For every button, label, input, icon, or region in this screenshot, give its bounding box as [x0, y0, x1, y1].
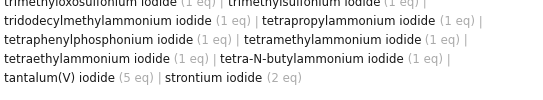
Text: tetra-N-butylammonium iodide: tetra-N-butylammonium iodide — [220, 53, 404, 66]
Text: |: | — [209, 53, 220, 66]
Text: |: | — [419, 0, 431, 9]
Text: trimethyloxosulfonium iodide: trimethyloxosulfonium iodide — [4, 0, 177, 9]
Text: |: | — [216, 0, 228, 9]
Text: (1 eq): (1 eq) — [380, 0, 419, 9]
Text: |: | — [232, 34, 244, 47]
Text: tetraphenylphosphonium iodide: tetraphenylphosphonium iodide — [4, 34, 193, 47]
Text: (1 eq): (1 eq) — [404, 53, 443, 66]
Text: (1 eq): (1 eq) — [421, 34, 460, 47]
Text: trimethylsulfonium iodide: trimethylsulfonium iodide — [228, 0, 380, 9]
Text: |: | — [251, 15, 262, 28]
Text: tetramethylammonium iodide: tetramethylammonium iodide — [244, 34, 421, 47]
Text: (1 eq): (1 eq) — [435, 15, 475, 28]
Text: tetraethylammonium iodide: tetraethylammonium iodide — [4, 53, 170, 66]
Text: |: | — [475, 15, 486, 28]
Text: tridodecylmethylammonium iodide: tridodecylmethylammonium iodide — [4, 15, 212, 28]
Text: strontium iodide: strontium iodide — [166, 72, 263, 85]
Text: tantalum(V) iodide: tantalum(V) iodide — [4, 72, 115, 85]
Text: (1 eq): (1 eq) — [177, 0, 216, 9]
Text: (1 eq): (1 eq) — [170, 53, 209, 66]
Text: |: | — [154, 72, 166, 85]
Text: |: | — [443, 53, 454, 66]
Text: (1 eq): (1 eq) — [212, 15, 251, 28]
Text: |: | — [460, 34, 472, 47]
Text: (1 eq): (1 eq) — [193, 34, 232, 47]
Text: tetrapropylammonium iodide: tetrapropylammonium iodide — [262, 15, 435, 28]
Text: (2 eq): (2 eq) — [263, 72, 301, 85]
Text: (5 eq): (5 eq) — [115, 72, 154, 85]
